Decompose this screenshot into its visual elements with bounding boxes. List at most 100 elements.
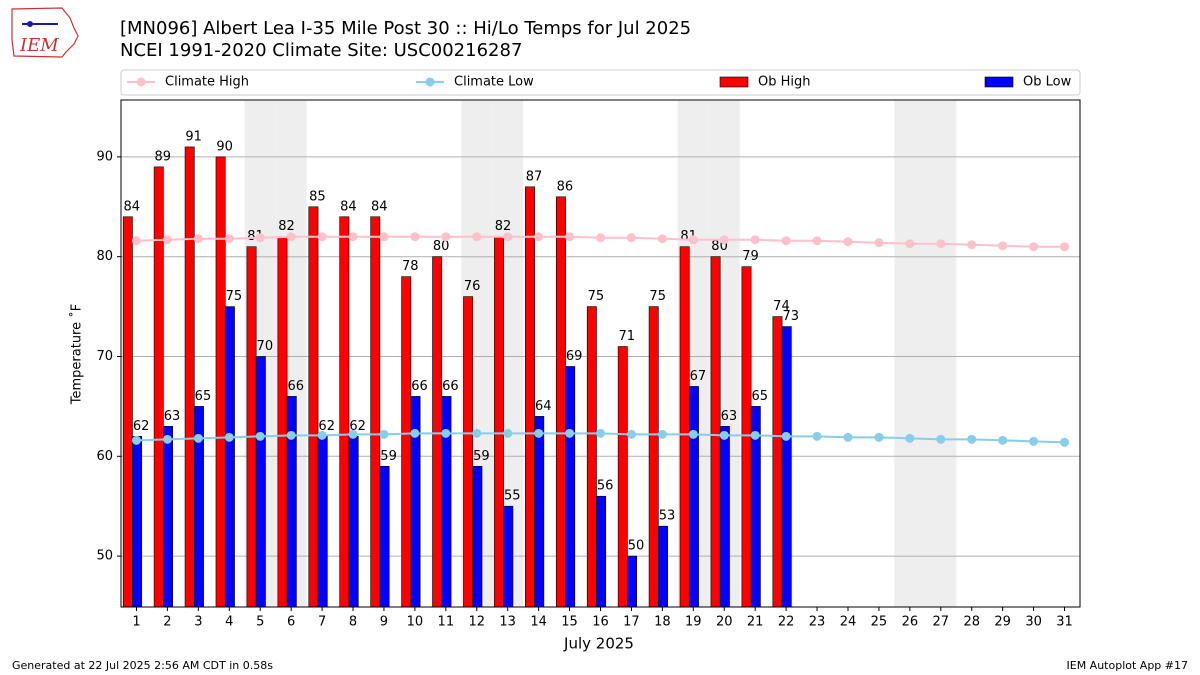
x-tick-label: 13: [499, 615, 516, 630]
climate-point: [131, 435, 141, 445]
x-tick-label: 16: [592, 615, 609, 630]
legend-label: Ob High: [758, 75, 811, 90]
value-label: 76: [464, 279, 481, 294]
value-label: 90: [216, 139, 233, 154]
legend-swatch: [984, 76, 1014, 88]
bar: [772, 316, 783, 608]
bar: [277, 236, 288, 608]
climate-point: [936, 239, 946, 249]
bar: [224, 306, 235, 608]
climate-point: [998, 435, 1008, 445]
climate-point: [967, 240, 977, 250]
bar: [401, 276, 412, 608]
value-label: 65: [195, 389, 212, 404]
x-tick-label: 17: [623, 615, 640, 630]
climate-point: [905, 433, 915, 443]
shaded-day: [925, 100, 957, 607]
value-label: 87: [526, 169, 543, 184]
x-tick-label: 25: [871, 615, 888, 630]
legend-label: Climate High: [165, 75, 249, 90]
climate-point: [905, 239, 915, 249]
x-tick-label: 21: [747, 615, 764, 630]
x-tick-label: 3: [194, 615, 202, 630]
value-label: 56: [597, 479, 614, 494]
climate-point: [596, 428, 605, 438]
value-label: 71: [619, 329, 636, 344]
value-label: 85: [309, 189, 326, 204]
bar: [463, 296, 474, 608]
value-label: 63: [721, 409, 738, 424]
value-label: 67: [690, 369, 707, 384]
bar: [184, 146, 195, 608]
climate-point: [657, 429, 667, 439]
climate-point: [626, 429, 636, 439]
value-label: 70: [257, 339, 274, 354]
x-tick-label: 11: [438, 615, 455, 630]
bar: [503, 505, 514, 608]
bar: [348, 436, 359, 608]
climate-point: [565, 232, 575, 242]
value-label: 66: [287, 379, 304, 394]
value-label: 53: [659, 509, 676, 524]
x-tick-label: 9: [380, 615, 388, 630]
bar: [441, 396, 452, 608]
value-label: 75: [226, 289, 243, 304]
x-tick-label: 23: [809, 615, 826, 630]
climate-point: [719, 430, 729, 440]
value-label: 65: [752, 389, 769, 404]
x-tick-label: 6: [287, 615, 295, 630]
value-label: 86: [557, 179, 574, 194]
climate-point: [843, 432, 853, 442]
value-label: 75: [588, 289, 605, 304]
bar: [658, 525, 668, 608]
y-tick-label: 90: [96, 149, 113, 164]
bar: [215, 156, 226, 608]
climate-point: [224, 432, 234, 442]
climate-point: [657, 234, 667, 244]
climate-point: [534, 428, 544, 438]
climate-point: [565, 428, 575, 438]
value-label: 59: [380, 449, 397, 464]
value-label: 69: [566, 349, 583, 364]
value-label: 78: [402, 259, 419, 274]
value-label: 73: [782, 309, 799, 324]
x-tick-label: 26: [902, 615, 919, 630]
x-tick-label: 2: [163, 615, 171, 630]
bar: [781, 326, 792, 608]
bar: [494, 236, 504, 608]
x-axis-label: July 2025: [563, 635, 634, 653]
value-label: 55: [504, 489, 521, 504]
x-tick-label: 12: [468, 615, 485, 630]
bar: [534, 416, 545, 608]
climate-point: [626, 233, 636, 243]
chart-subtitle: NCEI 1991-2020 Climate Site: USC00216287: [120, 40, 522, 61]
value-label: 84: [371, 199, 388, 214]
shaded-day: [894, 100, 926, 607]
value-label: 89: [154, 149, 171, 164]
bar: [379, 465, 390, 608]
climate-point: [317, 232, 327, 242]
climate-point: [317, 430, 327, 440]
climate-point: [812, 236, 822, 246]
climate-point: [286, 430, 296, 440]
value-label: 84: [340, 199, 357, 214]
x-tick-label: 22: [778, 615, 795, 630]
value-label: 64: [535, 399, 552, 414]
climate-point: [534, 232, 544, 242]
climate-point: [379, 429, 389, 439]
climate-point: [1060, 437, 1070, 447]
x-tick-label: 29: [994, 615, 1011, 630]
climate-point: [193, 433, 203, 443]
value-label: 66: [411, 379, 428, 394]
climate-point: [843, 237, 853, 247]
bar: [286, 396, 297, 608]
climate-point: [162, 235, 172, 245]
x-tick-label: 31: [1056, 615, 1073, 630]
climate-point: [874, 432, 884, 442]
climate-point: [596, 233, 605, 243]
climate-point: [812, 431, 822, 441]
logo-text: IEM: [19, 35, 59, 56]
climate-point: [255, 431, 265, 441]
bar: [596, 495, 607, 608]
